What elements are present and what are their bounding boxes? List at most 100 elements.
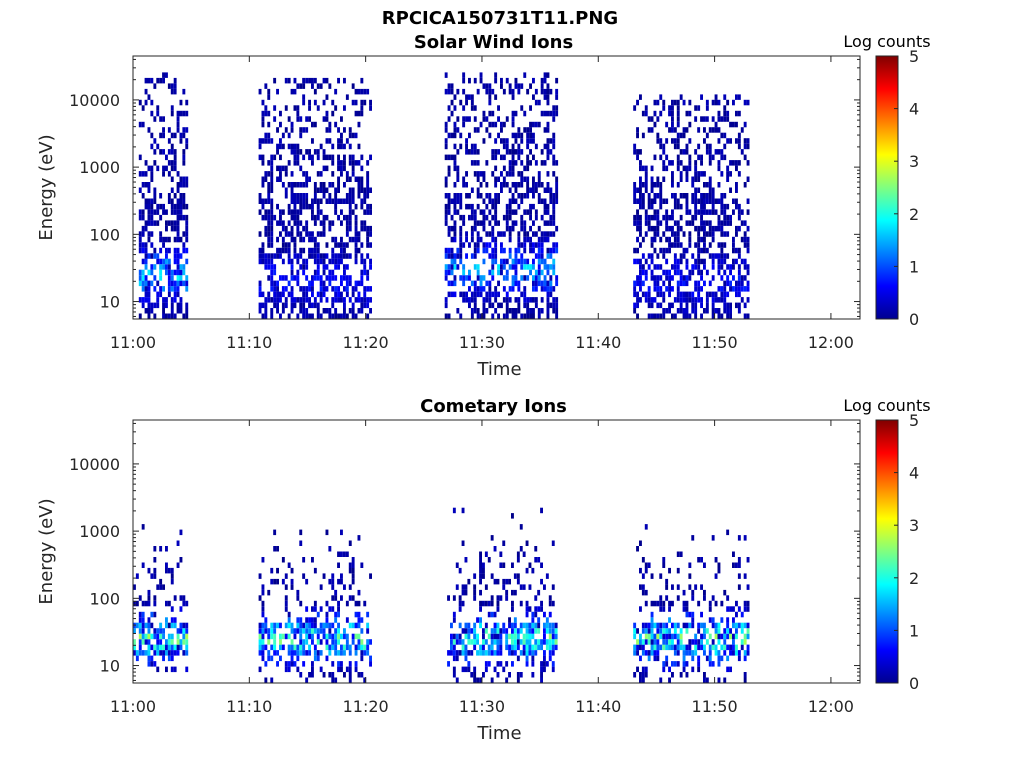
spectrogram-cell bbox=[555, 313, 559, 319]
spectrogram-cell bbox=[490, 644, 494, 651]
spectrogram-cell bbox=[679, 644, 683, 651]
spectrogram-cell bbox=[331, 661, 335, 667]
spectrogram-cell bbox=[363, 88, 367, 95]
spectrogram-cell bbox=[529, 83, 532, 89]
spectrogram-cell bbox=[159, 650, 163, 656]
spectrogram-cell bbox=[636, 132, 639, 139]
spectrogram-cell bbox=[679, 551, 683, 557]
spectrogram-cell bbox=[337, 578, 340, 585]
spectrogram-cell bbox=[284, 127, 288, 133]
spectrogram-cell bbox=[737, 209, 741, 215]
spectrogram-cell bbox=[167, 236, 171, 243]
spectrogram-cell bbox=[552, 308, 556, 314]
spectrogram-cell bbox=[639, 214, 642, 221]
spectrogram-cell bbox=[366, 193, 370, 199]
spectrogram-cell bbox=[316, 154, 320, 161]
spectrogram-cell bbox=[444, 220, 448, 226]
spectrogram-cell bbox=[281, 182, 285, 188]
spectrogram-cell bbox=[319, 187, 323, 193]
spectrogram-cell bbox=[470, 308, 474, 314]
spectrogram-cell bbox=[322, 291, 326, 298]
spectrogram-cell bbox=[526, 258, 530, 265]
spectrogram-cell bbox=[170, 275, 174, 281]
spectrogram-cell bbox=[162, 650, 165, 656]
spectrogram-cell bbox=[273, 269, 277, 276]
spectrogram-cell bbox=[502, 578, 506, 585]
spectrogram-cell bbox=[264, 622, 268, 629]
spectrogram-cell bbox=[525, 622, 529, 629]
spectrogram-cell bbox=[162, 116, 165, 122]
spectrogram-cell bbox=[737, 203, 741, 210]
spectrogram-cell bbox=[299, 286, 303, 292]
spectrogram-cell bbox=[662, 628, 666, 634]
spectrogram-cell bbox=[334, 611, 338, 618]
spectrogram-cell bbox=[732, 264, 735, 270]
spectrogram-cell bbox=[694, 639, 698, 645]
spectrogram-cell bbox=[167, 264, 171, 270]
spectrogram-cell bbox=[313, 99, 317, 106]
spectrogram-cell bbox=[281, 209, 285, 215]
spectrogram-cell bbox=[450, 269, 454, 276]
spectrogram-cell bbox=[322, 220, 326, 226]
spectrogram-cell bbox=[717, 138, 721, 144]
spectrogram-cell bbox=[261, 606, 265, 612]
spectrogram-cell bbox=[325, 77, 329, 84]
spectrogram-cell bbox=[150, 611, 154, 618]
spectrogram-cell bbox=[519, 546, 523, 552]
spectrogram-cell bbox=[264, 617, 268, 623]
spectrogram-cell bbox=[147, 203, 151, 210]
spectrogram-cell bbox=[340, 291, 343, 298]
spectrogram-cell bbox=[540, 280, 544, 287]
spectrogram-cell bbox=[273, 77, 277, 84]
spectrogram-cell bbox=[366, 171, 370, 177]
spectrogram-cell bbox=[345, 231, 349, 237]
spectrogram-cell bbox=[357, 88, 361, 95]
spectrogram-cell bbox=[641, 628, 645, 634]
spectrogram-cell bbox=[522, 650, 526, 656]
spectrogram-cell bbox=[735, 165, 738, 172]
spectrogram-cell bbox=[144, 639, 148, 645]
spectrogram-cell bbox=[287, 220, 291, 226]
spectrogram-cell bbox=[496, 644, 500, 651]
spectrogram-cell bbox=[650, 242, 654, 248]
spectrogram-cell bbox=[170, 606, 174, 612]
spectrogram-cell bbox=[340, 209, 343, 215]
spectrogram-cell bbox=[366, 650, 370, 656]
spectrogram-cell bbox=[458, 595, 462, 601]
spectrogram-cell bbox=[732, 209, 735, 215]
spectrogram-cell bbox=[340, 275, 343, 281]
spectrogram-cell bbox=[162, 644, 165, 651]
spectrogram-cell bbox=[354, 611, 358, 618]
spectrogram-cell bbox=[447, 595, 450, 601]
spectrogram-cell bbox=[340, 650, 343, 656]
spectrogram-cell bbox=[673, 198, 677, 204]
spectrogram-cell bbox=[340, 242, 343, 248]
spectrogram-cell bbox=[517, 286, 521, 292]
spectrogram-cell bbox=[302, 291, 306, 298]
spectrogram-cell bbox=[147, 600, 151, 607]
spectrogram-cell bbox=[176, 247, 180, 254]
spectrogram-cell bbox=[517, 231, 521, 237]
spectrogram-cell bbox=[462, 88, 466, 95]
spectrogram-cell bbox=[729, 666, 732, 673]
spectrogram-cell bbox=[491, 121, 495, 128]
spectrogram-cell bbox=[671, 633, 674, 640]
spectrogram-cell bbox=[732, 121, 735, 128]
spectrogram-cell bbox=[729, 286, 732, 292]
spectrogram-cell bbox=[639, 633, 642, 640]
spectrogram-cell bbox=[534, 121, 538, 128]
spectrogram-cell bbox=[316, 633, 320, 640]
spectrogram-cell bbox=[520, 242, 524, 248]
spectrogram-cell bbox=[305, 203, 309, 210]
spectrogram-cell bbox=[261, 247, 265, 254]
spectrogram-cell bbox=[720, 291, 724, 298]
spectrogram-cell bbox=[144, 171, 148, 177]
spectrogram-cell bbox=[290, 149, 294, 155]
spectrogram-cell bbox=[296, 110, 300, 117]
spectrogram-cell bbox=[150, 633, 154, 640]
spectrogram-cell bbox=[494, 149, 498, 155]
spectrogram-cell bbox=[532, 280, 535, 287]
spectrogram-cell bbox=[351, 578, 355, 585]
spectrogram-cell bbox=[162, 165, 165, 172]
spectrogram-cell bbox=[296, 149, 300, 155]
